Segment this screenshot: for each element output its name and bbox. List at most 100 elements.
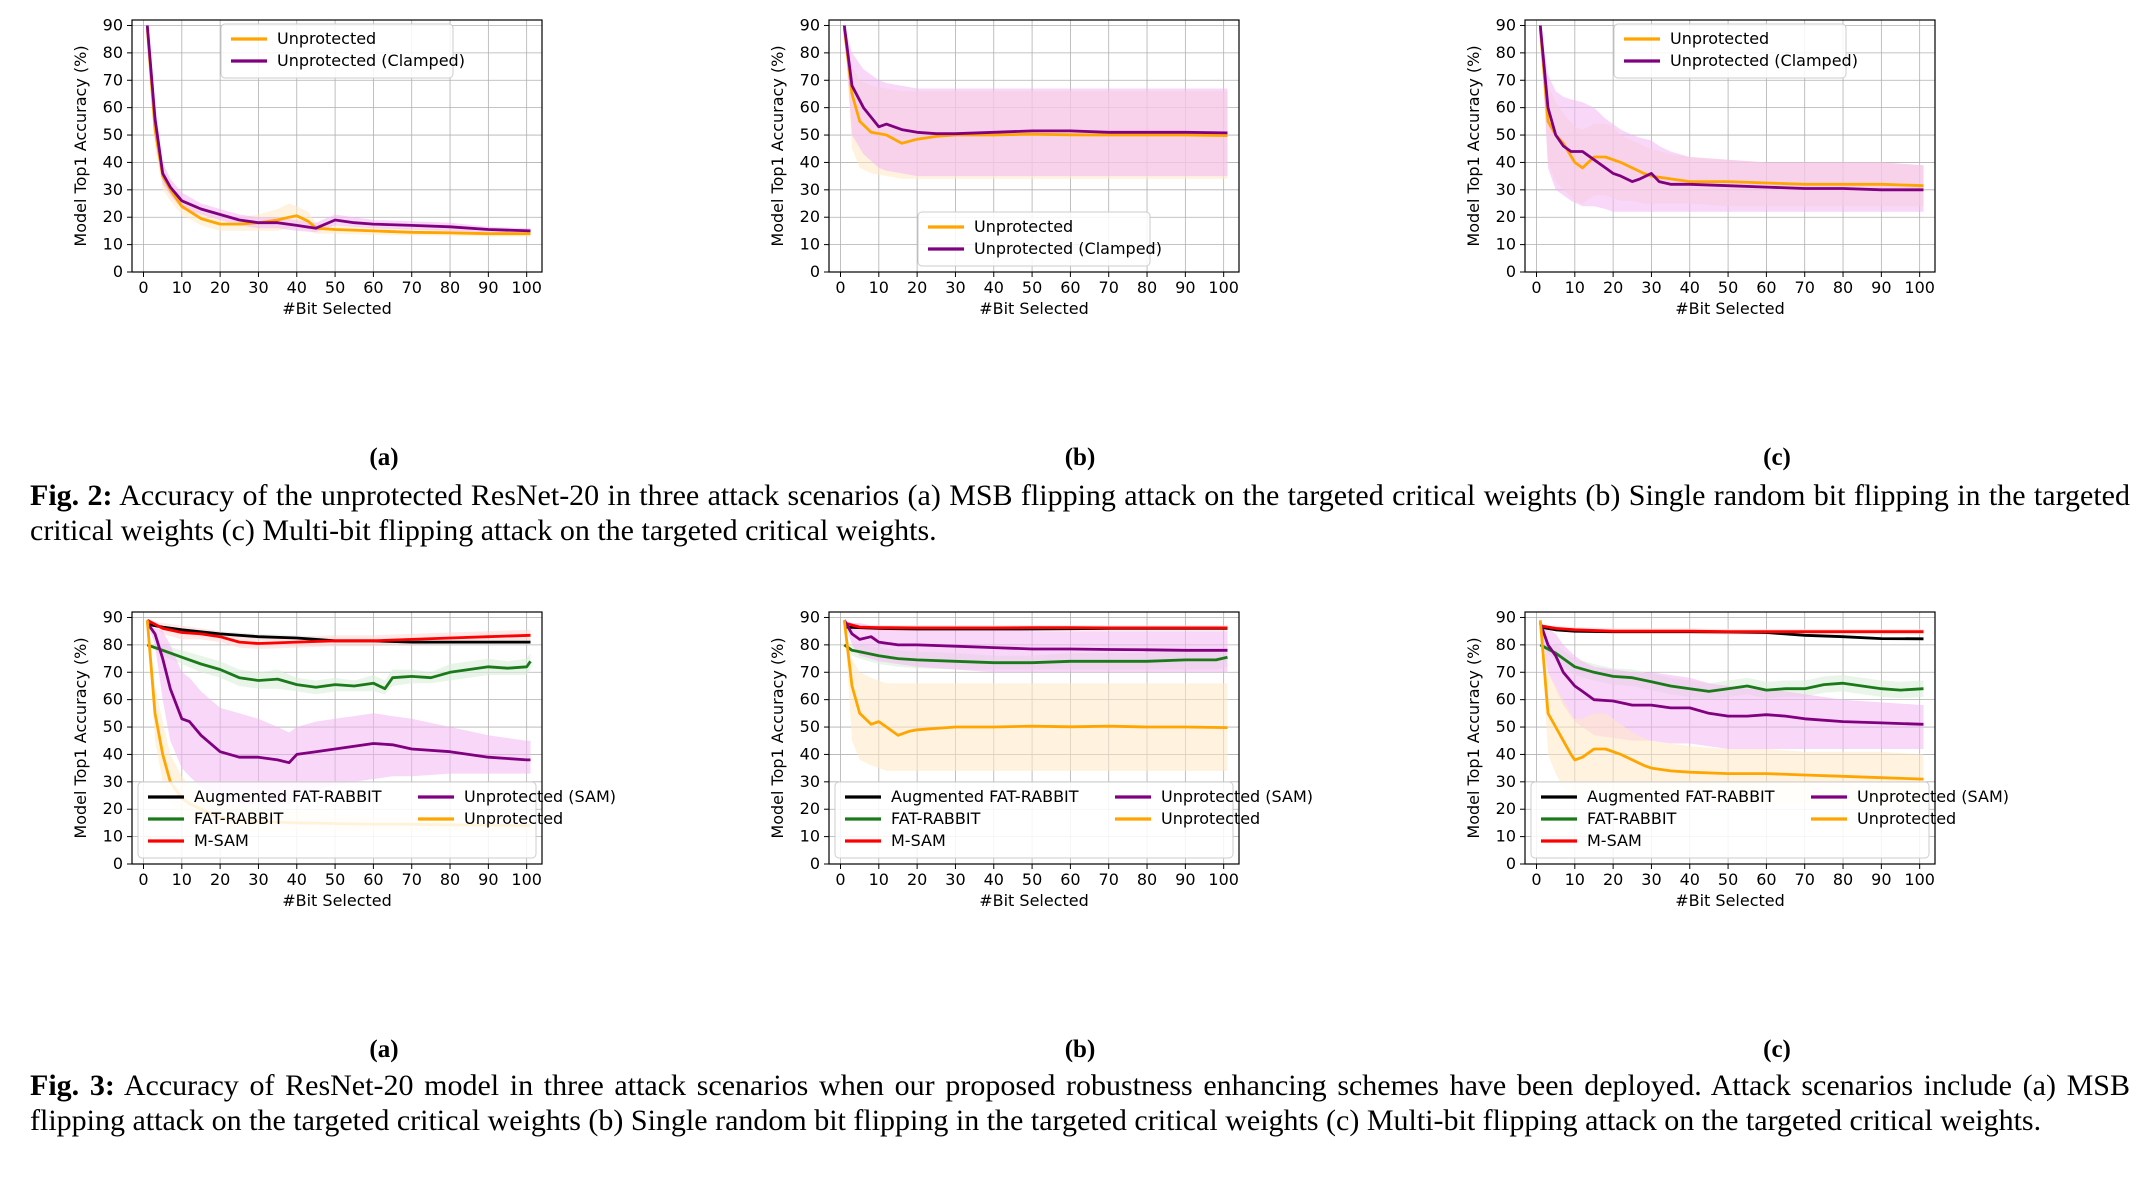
fig3b-ytick-label: 30 [800, 772, 820, 791]
fig2b-xtick-label: 60 [1060, 278, 1080, 297]
fig2b-xtick-label: 80 [1137, 278, 1157, 297]
fig2b-legend: Unprotected Unprotected (Clamped) [917, 211, 1162, 267]
fig2c-legend: Unprotected Unprotected (Clamped) [1613, 23, 1858, 79]
fig3a-ytick-label: 10 [103, 827, 123, 846]
fig2a-ytick-label: 60 [103, 98, 123, 117]
fig2b-xtick-label: 10 [869, 278, 889, 297]
fig2b-ytick-label: 90 [800, 15, 820, 34]
fig2c-xtick-label: 60 [1756, 278, 1776, 297]
fig3b-ytick-label: 40 [800, 744, 820, 763]
fig3a-legend-label-m-sam: M-SAM [194, 831, 249, 850]
fig3c-xlabel: #Bit Selected [1675, 891, 1785, 910]
fig2c-xtick-label: 20 [1603, 278, 1623, 297]
fig2a-series-unprotected-clamped [145, 25, 531, 233]
fig2a-xtick-label: 40 [287, 278, 307, 297]
fig2a-chart: 0 10 20 30 40 50 60 70 80 90 100 0 10 20 30 40 50 60 70 80 9… [71, 15, 543, 318]
fig3b-ytick-label: 60 [800, 690, 820, 709]
fig2b-xtick-label: 20 [907, 278, 927, 297]
fig3b-xtick-label: 90 [1175, 870, 1195, 889]
fig2b-ytick-label: 40 [800, 152, 820, 171]
fig3a-ytick-label: 20 [103, 799, 123, 818]
fig2b-axes-frame [828, 19, 1240, 273]
fig3c-xtick-label: 100 [1904, 870, 1935, 889]
fig3c-xtick-label: 0 [1531, 870, 1541, 889]
fig3b-legend-label-m-sam: M-SAM [891, 831, 946, 850]
fig2a-xtick-label: 90 [478, 278, 498, 297]
fig2a-xtick-label: 100 [511, 278, 542, 297]
fig3a-legend-label-unprotected: Unprotected [464, 809, 563, 828]
fig3a-legend-label-augmented-fat-rabbit: Augmented FAT-RABBIT [194, 787, 382, 806]
fig3b-series-unprotected [842, 620, 1228, 737]
fig2c-xtick-label: 90 [1871, 278, 1891, 297]
fig2a-xtick-label: 30 [248, 278, 268, 297]
fig3c-series-unprotected-sam [1538, 622, 1924, 726]
fig3c-band-unprotected-sam [1540, 623, 1924, 749]
fig3c-ytick-label: 80 [1496, 635, 1516, 654]
fig2a-axes-frame [131, 19, 543, 273]
fig3a-ytick-label: 0 [113, 854, 123, 873]
fig2c-xtick-label: 50 [1718, 278, 1738, 297]
fig3a-xtick-label: 0 [138, 870, 148, 889]
fig3b-xtick-label: 70 [1099, 870, 1119, 889]
fig3c-legend: Augmented FAT-RABBIT FAT-RABBIT M-SAM Unpro… [1530, 781, 2009, 859]
fig2c-ytick-label: 10 [1496, 235, 1516, 254]
fig2a-legend-label-unprotected-clamped: Unprotected (Clamped) [277, 51, 465, 70]
fig3a-ytick-label: 70 [103, 662, 123, 681]
fig3b-ytick-label: 80 [800, 635, 820, 654]
fig3a-legend: Augmented FAT-RABBIT FAT-RABBIT M-SAM Unpro… [137, 781, 616, 859]
fig3c-ytick-label: 60 [1496, 690, 1516, 709]
fig3c-xtick-label: 60 [1756, 870, 1776, 889]
fig3c-ytick-label: 90 [1496, 607, 1516, 626]
fig2a-ytick-label: 70 [103, 70, 123, 89]
fig2c-ytick-label: 30 [1496, 180, 1516, 199]
fig2a-ylabel: Model Top1 Accuracy (%) [71, 45, 90, 246]
fig3a-xtick-label: 70 [402, 870, 422, 889]
fig2b-xtick-label: 100 [1208, 278, 1239, 297]
fig2b-xtick-label: 40 [984, 278, 1004, 297]
fig3a-xlabel: #Bit Selected [282, 891, 392, 910]
fig3-caption-label: Fig. 3: [30, 1069, 115, 1102]
fig2c-ytick-label: 40 [1496, 152, 1516, 171]
fig2b-sublabel: (b) [1064, 444, 1096, 471]
fig2a-xtick-label: 50 [325, 278, 345, 297]
fig2c-xtick-label: 100 [1904, 278, 1935, 297]
fig3a-band-fat-rabbit [147, 644, 531, 695]
fig2a-ytick-label: 90 [103, 15, 123, 34]
fig3c-ylabel: Model Top1 Accuracy (%) [1464, 637, 1483, 838]
fig3a-xtick-label: 100 [511, 870, 542, 889]
fig3c-ytick-label: 40 [1496, 744, 1516, 763]
fig3c-ytick-label: 20 [1496, 799, 1516, 818]
fig3a-ytick-label: 50 [103, 717, 123, 736]
fig2c-ytick-label: 50 [1496, 125, 1516, 144]
fig3b-sublabel: (b) [1064, 1036, 1096, 1063]
fig3b-ytick-label: 90 [800, 607, 820, 626]
fig3a-ytick-label: 30 [103, 772, 123, 791]
fig2b-xtick-label: 70 [1099, 278, 1119, 297]
fig3a-band-unprotected-sam [147, 623, 531, 804]
fig3b-xtick-label: 0 [835, 870, 845, 889]
fig3a-xtick-label: 20 [210, 870, 230, 889]
fig2a-xtick-label: 70 [402, 278, 422, 297]
fig2b-xtick-label: 50 [1022, 278, 1042, 297]
fig3c-xtick-label: 70 [1795, 870, 1815, 889]
fig3a-series-fat-rabbit [146, 643, 532, 691]
fig2a-ytick-label: 80 [103, 43, 123, 62]
fig2c-xlabel: #Bit Selected [1675, 299, 1785, 318]
fig2b-legend-label-unprotected: Unprotected [974, 217, 1073, 236]
fig3a-legend-label-fat-rabbit: FAT-RABBIT [194, 809, 284, 828]
fig2a-xtick-label: 60 [363, 278, 383, 297]
fig2c-ylabel: Model Top1 Accuracy (%) [1464, 45, 1483, 246]
fig3a-ytick-label: 40 [103, 744, 123, 763]
fig3c-legend-label-augmented-fat-rabbit: Augmented FAT-RABBIT [1587, 787, 1775, 806]
fig3b-ytick-label: 10 [800, 827, 820, 846]
fig2a-ytick-label: 40 [103, 152, 123, 171]
fig2c-ytick-label: 0 [1506, 262, 1516, 281]
fig3b-xtick-label: 20 [907, 870, 927, 889]
fig3a-ytick-label: 80 [103, 635, 123, 654]
fig3-caption: Fig. 3: Accuracy of ResNet-20 model in t… [30, 1068, 2130, 1138]
fig2c-xtick-label: 40 [1680, 278, 1700, 297]
fig2b-ytick-label: 0 [810, 262, 820, 281]
fig3c-ytick-label: 50 [1496, 717, 1516, 736]
fig2a-ytick-label: 30 [103, 180, 123, 199]
fig3c-axes-frame [1524, 611, 1936, 865]
